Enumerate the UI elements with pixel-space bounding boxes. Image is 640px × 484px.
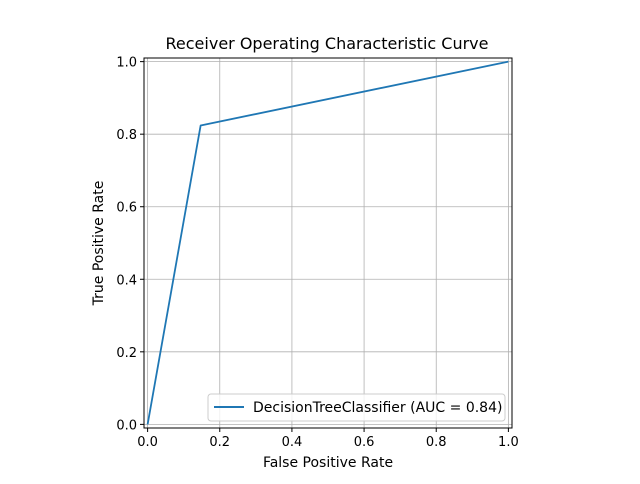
y-tick-label: 0.2 [116,346,137,361]
grid [144,58,512,428]
legend-box [207,393,506,422]
y-tick-label: 0.6 [116,201,137,216]
series-line-0 [146,60,509,425]
x-tick-label: 1.0 [498,435,519,450]
y-axis-ticks: 0.0 0.2 0.4 0.6 0.8 1.0 [116,56,144,433]
chart-title: Receiver Operating Characteristic Curve [166,34,489,53]
y-axis-label: True Positive Rate [91,181,107,307]
legend-label: DecisionTreeClassifier (AUC = 0.84) [253,400,502,416]
x-tick-label: 0.4 [282,435,303,450]
y-tick-label: 0.4 [116,273,137,288]
x-tick-label: 0.2 [209,435,230,450]
y-tick-label: 0.0 [116,418,137,433]
y-tick-label: 0.8 [116,128,137,143]
y-tick-label: 1.0 [116,56,137,71]
x-axis-label: False Positive Rate [263,455,393,471]
plot-area-frame [143,57,513,429]
series-layer [146,60,509,425]
x-tick-label: 0.8 [426,435,447,450]
x-tick-label: 0.0 [137,435,158,450]
x-axis-ticks: 0.0 0.2 0.4 0.6 0.8 1.0 [137,428,519,450]
x-tick-label: 0.6 [354,435,375,450]
legend: DecisionTreeClassifier (AUC = 0.84) [207,393,506,422]
